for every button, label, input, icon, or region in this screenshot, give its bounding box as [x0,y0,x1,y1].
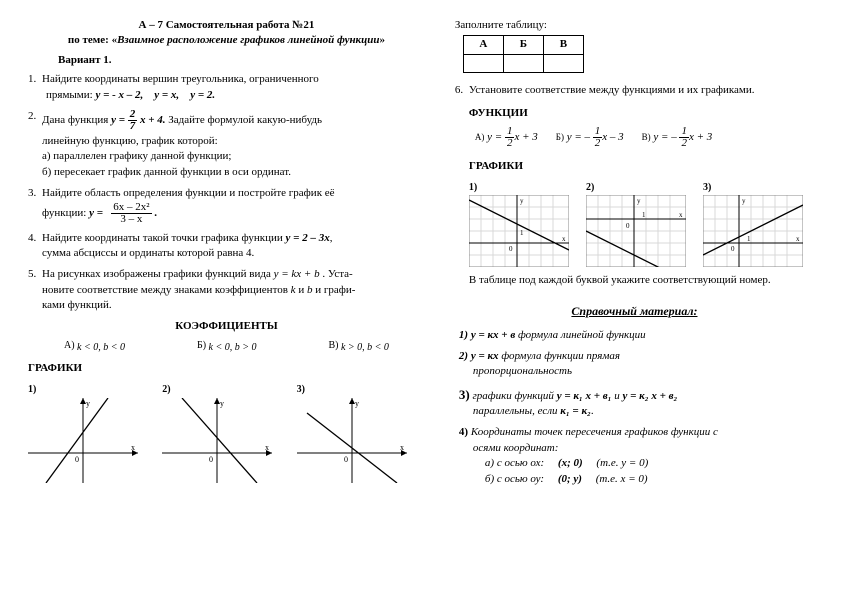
graph-b1: 1) y x 0 [28,382,156,482]
cell-b[interactable] [503,54,543,72]
svg-text:y: y [220,399,224,408]
svg-text:x: x [400,443,404,452]
svg-text:1: 1 [642,211,646,219]
graph-6-2: 2) y x 0 1 [586,180,697,267]
svg-text:0: 0 [344,455,348,464]
ref-2: 2) y = кx формула функции прямая пропорц… [459,349,814,380]
graphs-label-left: ГРАФИКИ [28,361,425,376]
svg-text:0: 0 [209,455,213,464]
ref-list: 1) y = кx + в формула линейной функции 2… [455,328,814,488]
ref-3: 3) графики функций y = к₁ x + в₁ и y = к… [459,386,814,420]
func-v: В) y = – 12x + 3 [642,126,713,149]
chart-b1: y x 0 [28,398,138,483]
abv-table: А Б В [463,35,584,72]
chart-6-1: y x 0 1 [469,195,569,267]
th-v: В [543,36,583,54]
svg-text:y: y [520,197,524,205]
svg-text:x: x [131,443,135,452]
th-a: А [463,36,503,54]
right-column: Заполните таблицу: А Б В 6. Установите с… [455,18,814,577]
svg-text:0: 0 [509,245,513,253]
task-4: 4. Найдите координаты такой точки график… [28,231,425,262]
frac-2-7: 2 7 [128,109,138,132]
graph-b3: 3) y x 0 [297,382,425,482]
coef-row: А) k < 0, b < 0 Б) k < 0, b > 0 В) k > 0… [28,339,425,353]
task-2: 2. Дана функция y = 2 7 x + 4. Задайте ф… [28,109,425,180]
svg-text:y: y [742,197,746,205]
chart-6-3: y x 0 1 [703,195,803,267]
chart-b2: y x 0 [162,398,272,483]
graph-6-3: 3) y x 0 1 [703,180,814,267]
task-3: 3. Найдите область определения функции и… [28,186,425,224]
svg-text:y: y [637,197,641,205]
chart-6-2: y x 0 1 [586,195,686,267]
header-line2: по теме: «Взаимное расположение графиков… [28,33,425,48]
ref-4: 4) Координаты точек пересечения графиков… [459,425,814,487]
svg-text:y: y [355,399,359,408]
svg-text:0: 0 [75,455,79,464]
svg-text:x: x [265,443,269,452]
graph-b2: 2) y x 0 [162,382,290,482]
cell-a[interactable] [463,54,503,72]
coef-title: КОЭФФИЦИЕНТЫ [28,319,425,334]
svg-text:x: x [679,211,683,219]
left-column: А – 7 Самостоятельная работа №21 по теме… [28,18,425,577]
svg-text:0: 0 [626,222,630,230]
task-1: 1. Найдите координаты вершин треугольник… [28,72,425,103]
bottom-graphs: 1) y x 0 2) y x 0 [28,382,425,482]
header-line1: А – 7 Самостоятельная работа №21 [28,18,425,33]
func-a: А) y = 12x + 3 [475,126,538,149]
fill-table-label: Заполните таблицу: [455,18,814,33]
task-6: 6. Установите соответствие между функция… [455,83,814,98]
svg-text:y: y [86,399,90,408]
variant: Вариант 1. [58,53,425,68]
task6-graphs: 1) y x 0 1 2) [469,180,814,267]
task-list: 1. Найдите координаты вершин треугольник… [28,72,425,313]
func-row: А) y = 12x + 3 Б) y = – 12x – 3 В) y = –… [475,126,814,149]
svg-text:0: 0 [731,245,735,253]
frac-task3: 6x – 2x² 3 – x [111,202,151,225]
th-b: Б [503,36,543,54]
svg-text:1: 1 [520,229,524,237]
func-title: ФУНКЦИИ [469,106,814,121]
graph-6-1: 1) y x 0 1 [469,180,580,267]
ref-1: 1) y = кx + в формула линейной функции [459,328,814,343]
ref-title: Справочный материал: [455,303,814,320]
cell-v[interactable] [543,54,583,72]
graphs-title-6: ГРАФИКИ [469,159,814,174]
chart-b3: y x 0 [297,398,407,483]
func-b: Б) y = – 12x – 3 [556,126,624,149]
task6-note: В таблице под каждой буквой укажите соот… [469,273,814,288]
svg-text:x: x [796,235,800,243]
svg-text:1: 1 [747,235,751,243]
task-5: 5. На рисунках изображены графики функци… [28,267,425,313]
svg-text:x: x [562,235,566,243]
